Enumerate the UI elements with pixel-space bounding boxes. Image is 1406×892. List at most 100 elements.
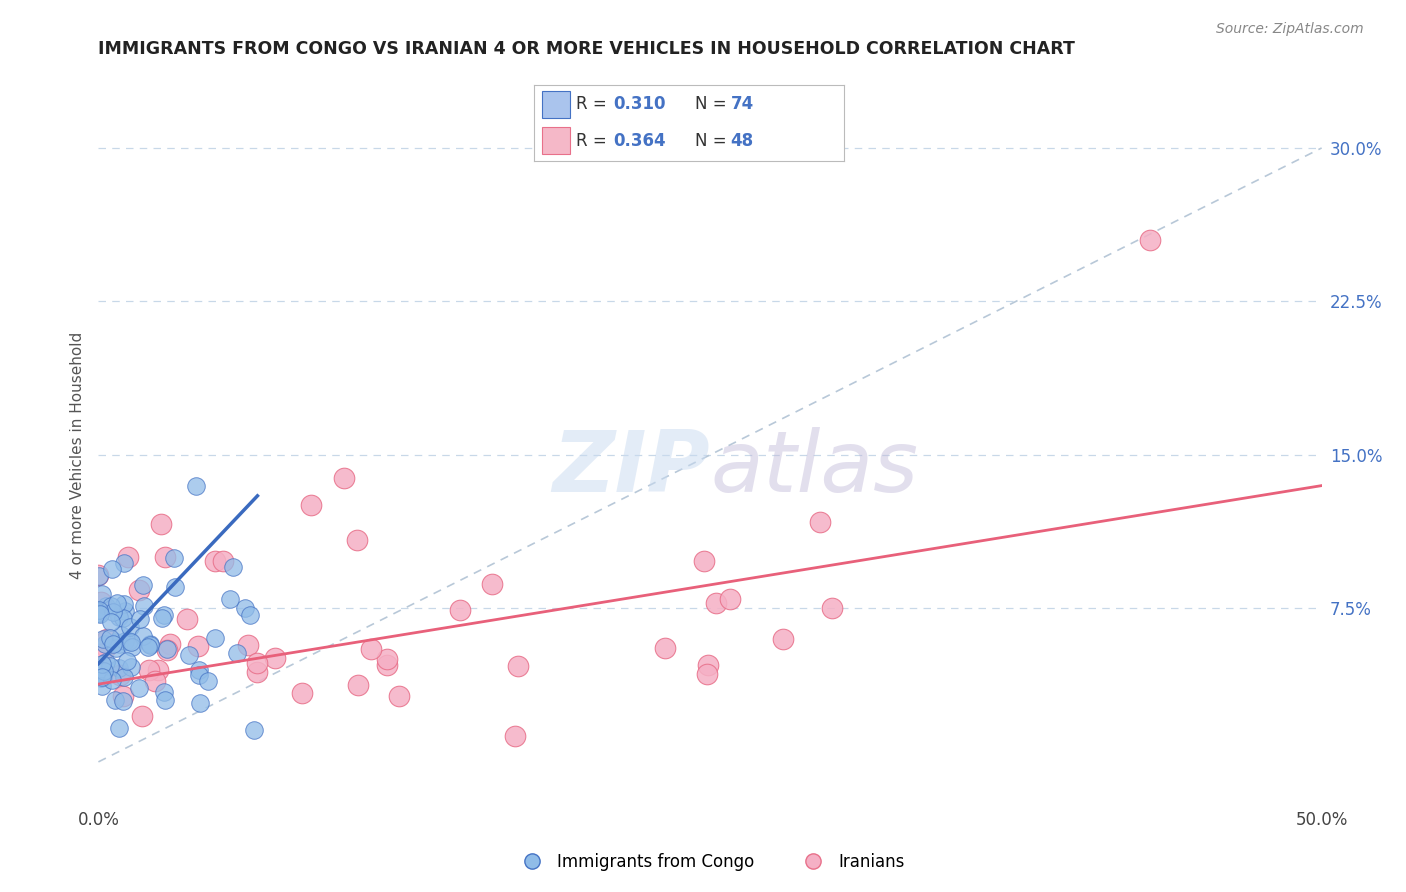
Point xyxy=(131,708,153,723)
Point xyxy=(121,640,143,655)
Point xyxy=(177,648,200,663)
Point xyxy=(139,637,162,651)
Text: 74: 74 xyxy=(731,95,754,113)
Point xyxy=(176,612,198,626)
Point xyxy=(114,604,136,618)
Point xyxy=(821,601,844,615)
Point xyxy=(163,550,186,565)
Point xyxy=(375,657,398,672)
Point xyxy=(105,640,128,655)
Point xyxy=(204,631,226,645)
Point xyxy=(291,686,314,700)
Point xyxy=(134,599,156,613)
Point xyxy=(204,554,226,568)
Text: IMMIGRANTS FROM CONGO VS IRANIAN 4 OR MORE VEHICLES IN HOUSEHOLD CORRELATION CHA: IMMIGRANTS FROM CONGO VS IRANIAN 4 OR MO… xyxy=(98,40,1076,58)
Text: 0.310: 0.310 xyxy=(613,95,665,113)
Point xyxy=(704,596,727,610)
Point xyxy=(481,577,503,591)
Point xyxy=(246,665,269,679)
Point xyxy=(188,668,211,682)
Point xyxy=(150,611,173,625)
Point xyxy=(150,517,173,532)
Point xyxy=(187,663,209,677)
Point xyxy=(238,638,260,652)
Point xyxy=(503,729,526,743)
Point xyxy=(111,694,134,708)
Point xyxy=(128,612,150,626)
Point xyxy=(89,607,111,621)
Point xyxy=(112,597,135,611)
Point xyxy=(98,659,121,673)
Point xyxy=(146,664,169,678)
Point xyxy=(117,549,139,564)
Point xyxy=(91,587,114,601)
Point xyxy=(346,533,368,548)
Point xyxy=(96,632,118,646)
Point xyxy=(696,667,718,681)
Point xyxy=(94,655,117,669)
Point xyxy=(112,556,135,570)
Point xyxy=(138,663,160,677)
Point xyxy=(115,654,138,668)
Point xyxy=(139,638,162,652)
Point xyxy=(94,637,117,651)
Point xyxy=(100,599,122,614)
Point xyxy=(132,577,155,591)
Point xyxy=(718,591,741,606)
Text: atlas: atlas xyxy=(710,427,918,510)
Point xyxy=(808,516,831,530)
Point xyxy=(108,660,131,674)
Point xyxy=(128,582,150,597)
Point xyxy=(93,664,115,678)
Text: N =: N = xyxy=(695,132,727,150)
Point xyxy=(226,646,249,660)
Point xyxy=(155,692,177,706)
Y-axis label: 4 or more Vehicles in Household: 4 or more Vehicles in Household xyxy=(69,331,84,579)
Point xyxy=(333,471,356,485)
Point xyxy=(105,635,128,649)
Point xyxy=(108,668,131,682)
Point xyxy=(91,670,114,684)
Point xyxy=(100,631,122,645)
Point xyxy=(186,478,208,492)
Point xyxy=(110,628,132,642)
Point xyxy=(156,643,179,657)
Point xyxy=(197,674,219,689)
Point xyxy=(693,554,716,568)
Point xyxy=(212,554,235,568)
Point xyxy=(87,568,110,582)
Point xyxy=(360,642,382,657)
Point xyxy=(772,632,794,646)
Point xyxy=(388,690,411,704)
Point xyxy=(128,681,150,695)
Point xyxy=(112,611,135,625)
Point xyxy=(101,562,124,576)
Point xyxy=(235,601,257,615)
Point xyxy=(120,635,142,649)
Point xyxy=(91,679,114,693)
Point xyxy=(143,674,166,689)
Point xyxy=(163,580,186,594)
Point xyxy=(506,658,529,673)
Point xyxy=(87,569,110,583)
Text: 48: 48 xyxy=(731,132,754,150)
Point xyxy=(118,634,141,648)
Legend: Immigrants from Congo, Iranians: Immigrants from Congo, Iranians xyxy=(509,847,911,878)
Point xyxy=(91,657,114,671)
Point xyxy=(107,609,129,624)
Point xyxy=(153,685,176,699)
Point xyxy=(153,550,176,565)
Point xyxy=(87,606,110,620)
Point xyxy=(120,660,142,674)
Text: Source: ZipAtlas.com: Source: ZipAtlas.com xyxy=(1216,22,1364,37)
Point xyxy=(246,657,269,671)
Point xyxy=(136,640,159,654)
Point xyxy=(112,689,135,703)
Point xyxy=(131,629,153,643)
Point xyxy=(243,723,266,738)
Point xyxy=(118,620,141,634)
Point xyxy=(104,693,127,707)
Point xyxy=(239,607,262,622)
Bar xyxy=(541,91,569,118)
Point xyxy=(91,632,114,646)
